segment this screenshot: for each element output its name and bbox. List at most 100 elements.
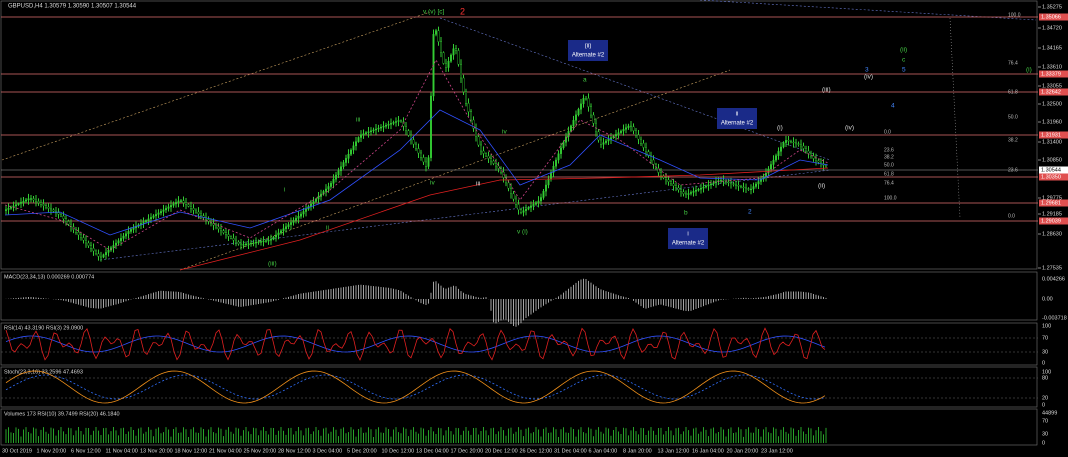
candle	[412, 139, 415, 145]
candle	[752, 186, 755, 190]
wave-label: 2	[460, 6, 465, 16]
candle	[467, 103, 470, 112]
candle	[37, 201, 40, 204]
candle	[4, 209, 7, 211]
date-label: 31 Dec 04:00	[554, 448, 587, 454]
candle	[580, 103, 583, 110]
candle	[737, 185, 740, 187]
candle	[267, 240, 270, 242]
wave-label: 4	[891, 103, 895, 110]
date-label: 6 Nov 12:00	[71, 448, 101, 454]
wave-label: 5	[902, 67, 906, 74]
candle	[802, 145, 805, 149]
candle	[370, 130, 373, 133]
fib-label: 38.2	[884, 154, 894, 160]
candle	[742, 186, 745, 189]
candle	[194, 209, 197, 213]
volume-bars	[5, 427, 827, 443]
candle	[217, 226, 220, 230]
wave-label: iv	[430, 180, 435, 187]
panel-title: Volumes 173 RSI(10) 39.7499 RSI(20) 46.1…	[4, 411, 120, 417]
candle	[572, 120, 575, 127]
level-tag	[1039, 131, 1068, 139]
candle	[425, 161, 428, 167]
candle	[352, 145, 355, 151]
candle	[430, 95, 433, 158]
candle	[239, 243, 242, 246]
candle	[119, 238, 122, 241]
candle	[107, 249, 110, 253]
level-tag	[1039, 173, 1068, 181]
candle	[442, 52, 445, 64]
price-tick-label: 1.32500	[1042, 101, 1062, 107]
candle	[94, 250, 97, 254]
candle	[590, 106, 593, 116]
panel-scale-label: 0	[1042, 360, 1045, 366]
date-label: 13 Jan 12:00	[658, 448, 690, 454]
candle	[777, 151, 780, 156]
candle	[164, 208, 167, 211]
candle	[540, 197, 543, 202]
candle	[792, 141, 795, 144]
candle	[127, 231, 130, 234]
candle	[375, 128, 378, 131]
candle	[260, 241, 263, 243]
candle	[602, 142, 605, 145]
wave-label: (iv)	[845, 125, 854, 132]
candle	[680, 189, 683, 193]
candle	[415, 143, 418, 149]
candle	[355, 141, 358, 147]
price-tick-label: 1.34165	[1042, 45, 1062, 51]
candle	[797, 143, 800, 145]
panel-scale-label: 0	[1042, 440, 1045, 446]
candle	[805, 148, 808, 152]
level-tag	[1039, 70, 1068, 78]
candle	[730, 182, 733, 184]
candle	[244, 243, 247, 246]
candle	[227, 234, 230, 237]
candle	[60, 213, 63, 217]
candle	[515, 198, 518, 205]
candle	[197, 211, 200, 215]
candle	[327, 186, 330, 190]
candle	[277, 232, 280, 236]
candle	[297, 216, 300, 219]
candle	[385, 125, 388, 127]
level-tag-label: 1.30350	[1041, 174, 1061, 180]
candle	[357, 137, 360, 142]
candle	[84, 240, 87, 244]
price-tick-label: 1.29775	[1042, 195, 1062, 201]
candle	[552, 166, 555, 173]
candle	[9, 206, 12, 209]
candle	[417, 148, 420, 154]
candle	[147, 218, 150, 221]
candle	[52, 209, 55, 212]
candle	[47, 206, 50, 209]
candle	[62, 215, 65, 219]
candle	[64, 218, 67, 222]
candle	[249, 242, 252, 245]
candle	[67, 221, 70, 225]
candle	[20, 202, 23, 204]
fib-label: 100.0	[884, 195, 897, 201]
candle	[615, 134, 618, 137]
candle	[645, 147, 648, 152]
candle	[625, 127, 628, 130]
candle	[237, 241, 240, 245]
candle	[665, 177, 668, 181]
candle	[302, 211, 305, 215]
candle	[482, 150, 485, 154]
panel-frames	[0, 0, 1038, 446]
candle	[525, 208, 528, 211]
candle	[790, 140, 793, 143]
alternate-box	[568, 40, 608, 61]
candle	[40, 202, 43, 205]
level-tag-label: 1.33379	[1041, 71, 1061, 77]
alternate-box	[668, 228, 708, 249]
candle	[224, 232, 227, 235]
candle	[17, 203, 20, 205]
price-tick-label: 1.28630	[1042, 231, 1062, 237]
candle	[182, 200, 185, 203]
candle	[290, 222, 293, 225]
